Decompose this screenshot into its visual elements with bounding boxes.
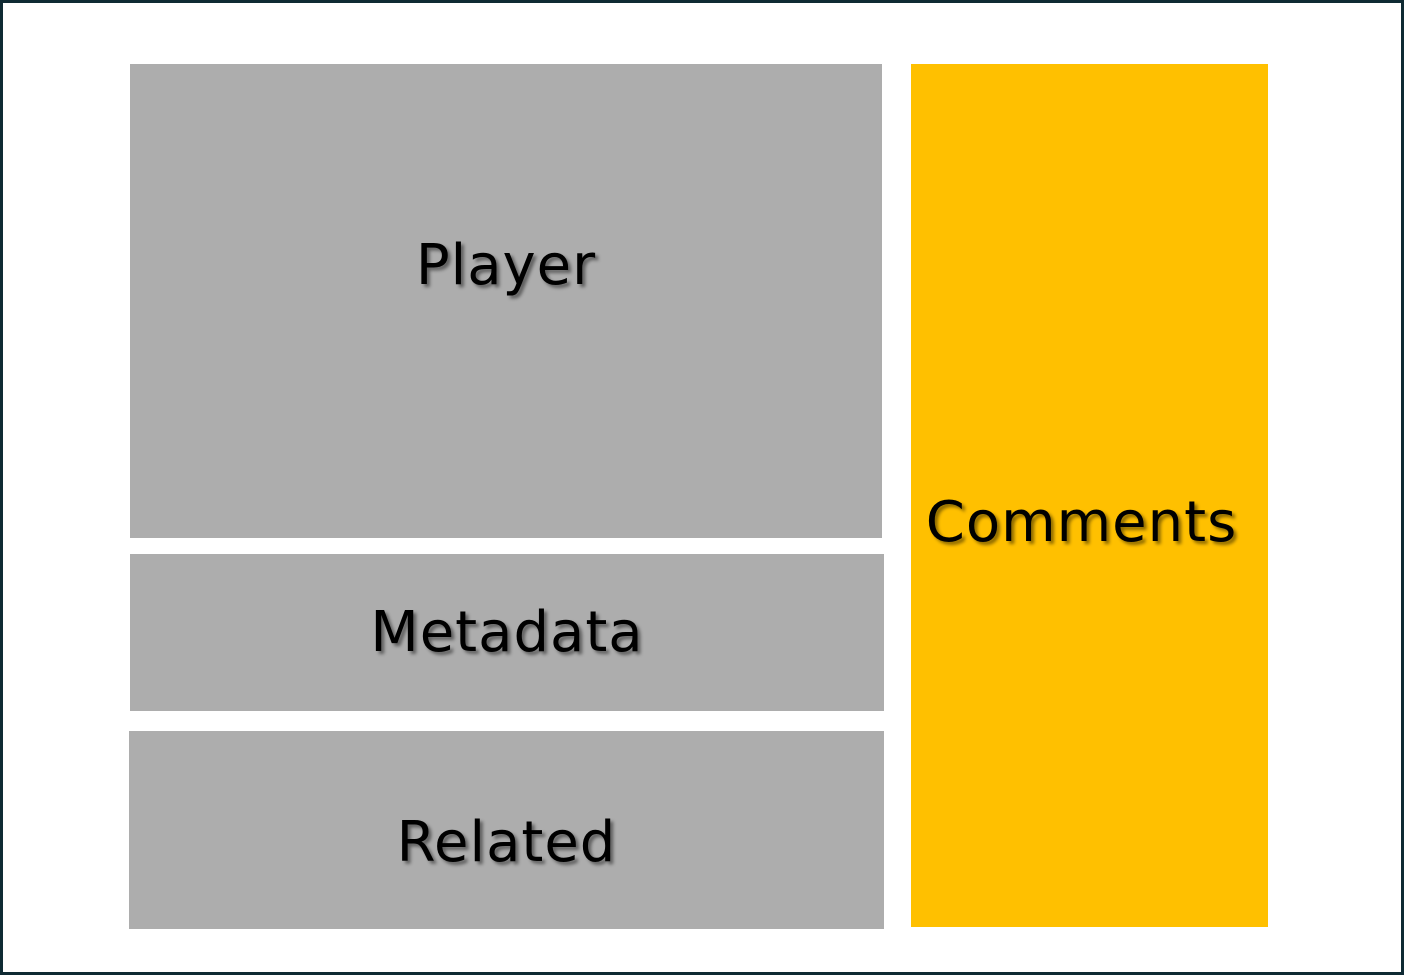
player-region: Player xyxy=(130,64,882,538)
metadata-region: Metadata xyxy=(130,554,884,711)
player-label: Player xyxy=(415,232,597,298)
related-label: Related xyxy=(396,809,617,875)
comments-region: Comments xyxy=(911,64,1268,927)
related-region: Related xyxy=(129,731,884,929)
comments-label: Comments xyxy=(925,490,1238,555)
metadata-label: Metadata xyxy=(370,600,644,665)
